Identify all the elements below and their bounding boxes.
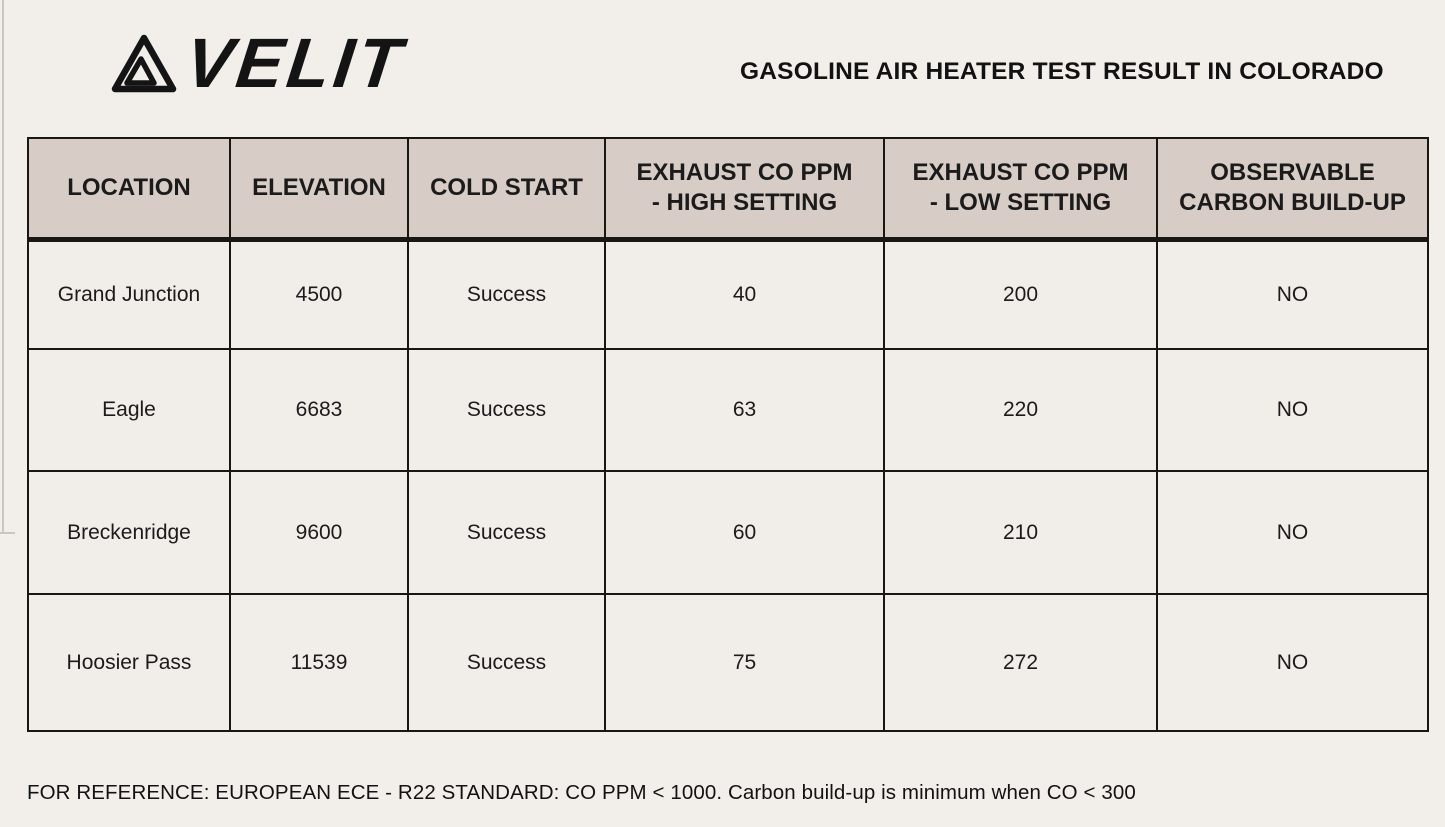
table-row: Hoosier Pass 11539 Success 75 272 NO (27, 593, 1429, 732)
cell-elevation: 11539 (229, 593, 409, 732)
brand-name: VELIT (181, 24, 410, 102)
test-results-table: LOCATION ELEVATION COLD START EXHAUST CO… (27, 137, 1429, 732)
header-cell-carbon-buildup: OBSERVABLE CARBON BUILD-UP (1156, 137, 1429, 242)
cell-location: Grand Junction (27, 238, 231, 350)
cell-elevation: 4500 (229, 238, 409, 350)
page-edge-tick (0, 532, 15, 534)
cell-co-low: 220 (883, 348, 1158, 472)
cell-co-high: 40 (604, 238, 885, 350)
cell-cold-start: Success (407, 593, 606, 732)
cell-co-low: 210 (883, 470, 1158, 595)
table-header-row: LOCATION ELEVATION COLD START EXHAUST CO… (27, 137, 1429, 242)
triangle-mountain-icon (110, 32, 178, 98)
table-row: Grand Junction 4500 Success 40 200 NO (27, 238, 1429, 350)
cell-co-low: 200 (883, 238, 1158, 350)
cell-elevation: 9600 (229, 470, 409, 595)
table-row: Breckenridge 9600 Success 60 210 NO (27, 470, 1429, 595)
brand-logo: VELIT (110, 24, 409, 102)
header-cell-elevation: ELEVATION (229, 137, 409, 242)
cell-cold-start: Success (407, 348, 606, 472)
cell-location: Hoosier Pass (27, 593, 231, 732)
cell-cold-start: Success (407, 238, 606, 350)
header-cell-cold-start: COLD START (407, 137, 606, 242)
table-row: Eagle 6683 Success 63 220 NO (27, 348, 1429, 472)
page-title: GASOLINE AIR HEATER TEST RESULT IN COLOR… (740, 58, 1384, 85)
header-cell-location: LOCATION (27, 137, 231, 242)
cell-co-high: 60 (604, 470, 885, 595)
cell-carbon-buildup: NO (1156, 470, 1429, 595)
cell-elevation: 6683 (229, 348, 409, 472)
cell-co-high: 63 (604, 348, 885, 472)
cell-co-low: 272 (883, 593, 1158, 732)
cell-carbon-buildup: NO (1156, 238, 1429, 350)
header-cell-co-low: EXHAUST CO PPM - LOW SETTING (883, 137, 1158, 242)
cell-location: Breckenridge (27, 470, 231, 595)
cell-carbon-buildup: NO (1156, 348, 1429, 472)
cell-cold-start: Success (407, 470, 606, 595)
reference-note: FOR REFERENCE: EUROPEAN ECE - R22 STANDA… (27, 781, 1136, 804)
cell-carbon-buildup: NO (1156, 593, 1429, 732)
cell-location: Eagle (27, 348, 231, 472)
cell-co-high: 75 (604, 593, 885, 732)
page-edge-line (2, 0, 4, 533)
header-cell-co-high: EXHAUST CO PPM - HIGH SETTING (604, 137, 885, 242)
